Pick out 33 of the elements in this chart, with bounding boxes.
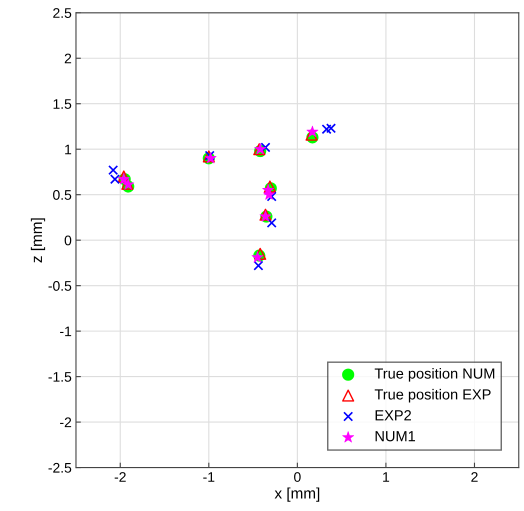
point bbox=[260, 142, 270, 152]
point bbox=[253, 260, 264, 271]
y-tick-label: -0.5 bbox=[48, 280, 72, 291]
point bbox=[266, 218, 277, 228]
point bbox=[266, 192, 277, 202]
legend-label: True position EXP bbox=[374, 388, 491, 402]
point bbox=[108, 165, 118, 176]
y-tick-label: -2 bbox=[60, 417, 72, 428]
y-tick-label: -2.5 bbox=[48, 462, 72, 473]
y-tick-label: 2 bbox=[64, 54, 72, 64]
x-tick-label: -2 bbox=[114, 472, 126, 482]
x-tick-label: 0 bbox=[294, 472, 301, 482]
y-tick-label: 1.5 bbox=[54, 99, 72, 109]
y-axis-title: z [mm] bbox=[30, 218, 46, 262]
legend-label: NUM1 bbox=[376, 431, 416, 442]
y-tick-label: -1 bbox=[60, 326, 72, 336]
point bbox=[110, 174, 120, 184]
x-tick-label: -1 bbox=[203, 472, 214, 482]
x-axis-title: x [mm] bbox=[274, 487, 320, 502]
x-tick-label: 2 bbox=[471, 472, 478, 482]
y-tick-label: 1 bbox=[65, 144, 72, 154]
x-tick-label: 1 bbox=[383, 472, 390, 482]
point bbox=[118, 170, 130, 183]
y-tick-label: 0.5 bbox=[53, 190, 72, 200]
y-tick-label: 2.5 bbox=[53, 8, 72, 18]
legend-label: EXP2 bbox=[376, 410, 411, 420]
legend-label: True position NUM bbox=[374, 368, 494, 382]
point bbox=[305, 128, 318, 141]
point bbox=[322, 124, 332, 134]
point bbox=[326, 123, 336, 134]
y-tick-label: -1.5 bbox=[48, 372, 72, 382]
y-tick-label: 0 bbox=[64, 236, 72, 246]
point bbox=[306, 126, 318, 137]
